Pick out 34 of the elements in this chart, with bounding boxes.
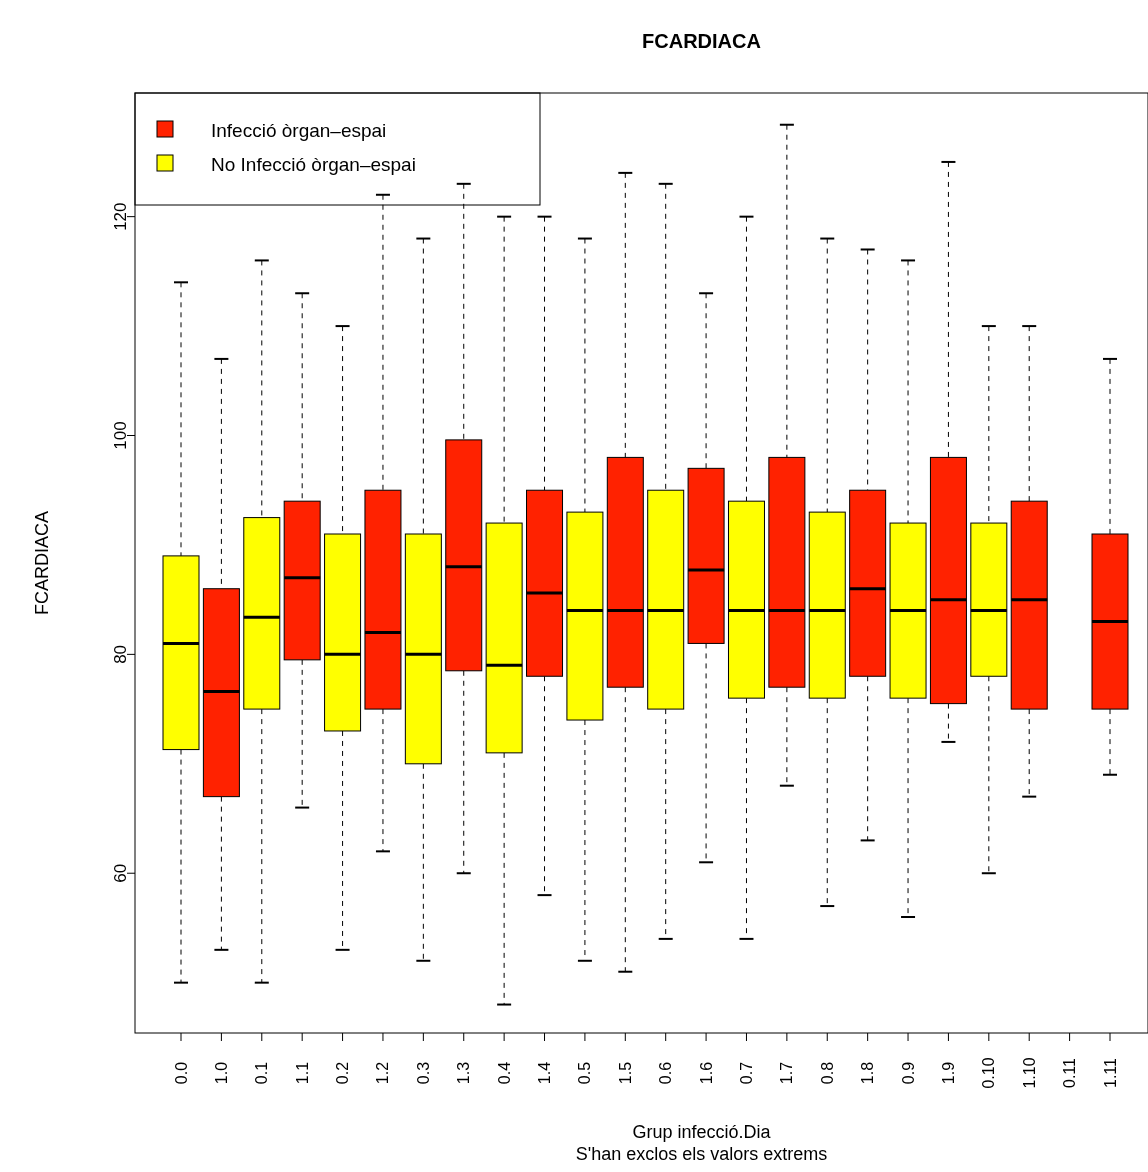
x-tick-label: 0.1 bbox=[253, 1061, 271, 1085]
x-tick-label: 1.1 bbox=[293, 1061, 311, 1085]
x-tick-label: 1.9 bbox=[939, 1061, 957, 1085]
x-tick-label: 1.0 bbox=[212, 1061, 230, 1085]
chart-title: FCARDIACA bbox=[642, 30, 761, 52]
x-tick-label: 0.4 bbox=[495, 1061, 513, 1085]
x-tick-label: 0.9 bbox=[899, 1061, 917, 1085]
x-tick-label: 0.5 bbox=[576, 1061, 594, 1085]
x-tick-label: 0.2 bbox=[334, 1061, 352, 1085]
y-tick-label: 80 bbox=[111, 644, 131, 664]
legend-label: Infecció òrgan–espai bbox=[211, 119, 387, 141]
x-tick-label: 1.3 bbox=[455, 1061, 473, 1085]
x-tick-label: 0.10 bbox=[980, 1057, 998, 1089]
x-tick-label: 0.8 bbox=[818, 1061, 836, 1085]
x-axis-title: Grup infecció.Dia bbox=[632, 1122, 772, 1142]
x-tick-label: 1.11 bbox=[1101, 1057, 1119, 1088]
x-tick-label: 1.5 bbox=[616, 1061, 634, 1085]
text: S'han exclos els valors extrems bbox=[575, 1144, 828, 1164]
x-tick-label: 1.2 bbox=[374, 1061, 392, 1085]
legend-label: No Infecció òrgan–espai bbox=[211, 153, 416, 175]
x-tick-label: 1.8 bbox=[859, 1061, 877, 1085]
y-axis-title: FCARDIACA bbox=[32, 510, 52, 616]
y-tick-label: 60 bbox=[111, 863, 131, 883]
x-tick-label: 1.4 bbox=[536, 1061, 554, 1085]
x-tick-label: 1.10 bbox=[1020, 1057, 1038, 1089]
x-tick-label: 0.11 bbox=[1061, 1057, 1079, 1088]
y-tick-label: 120 bbox=[111, 202, 131, 231]
x-tick-label: 1.7 bbox=[778, 1061, 796, 1085]
x-tick-label: 1.6 bbox=[697, 1061, 715, 1085]
y-tick-label: 100 bbox=[111, 421, 131, 450]
x-tick-label: 0.6 bbox=[657, 1061, 675, 1085]
x-tick-label: 0.7 bbox=[737, 1061, 755, 1085]
x-tick-label: 0.3 bbox=[414, 1061, 432, 1085]
x-tick-label: 0.0 bbox=[172, 1061, 190, 1085]
